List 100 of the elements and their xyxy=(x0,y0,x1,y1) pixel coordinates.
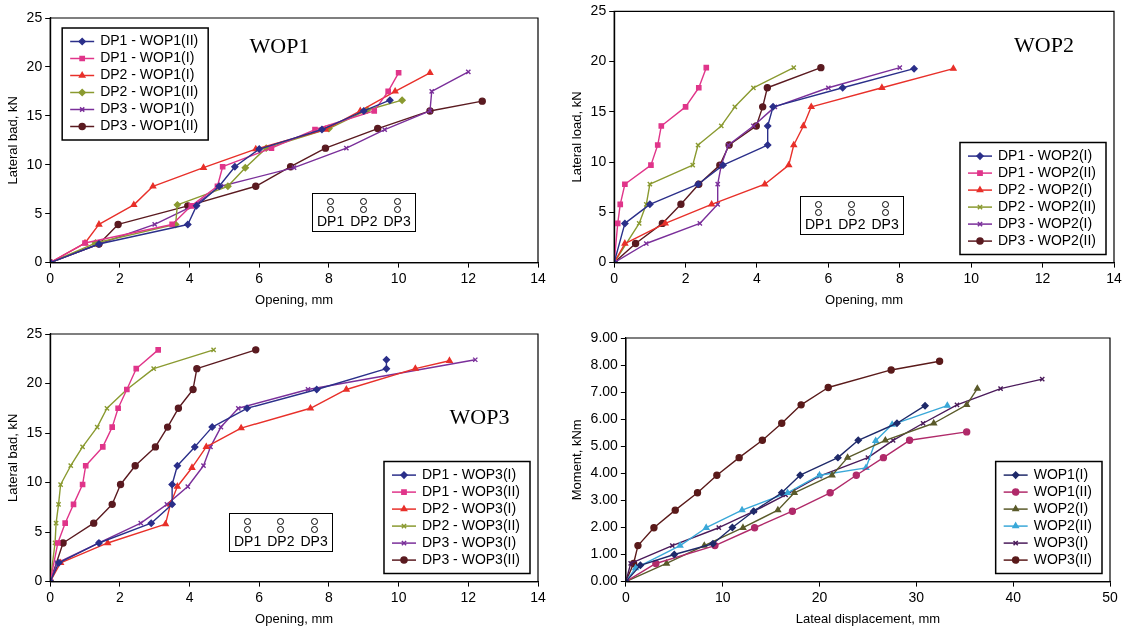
legend-label: WOP3(I) xyxy=(1033,533,1089,550)
legend-label: DP1 - WOP1(I) xyxy=(100,49,195,66)
x-tick-label: 2 xyxy=(115,588,124,605)
y-tick-label: 5 xyxy=(598,203,607,220)
legend-label: DP3 - WOP2(I) xyxy=(997,214,1093,231)
y-tick-label: 25 xyxy=(26,324,43,341)
annotation: DP3 xyxy=(871,216,899,232)
x-tick-label: 12 xyxy=(1034,269,1051,286)
y-tick-label: 0.00 xyxy=(590,572,619,589)
annotation: DP1 xyxy=(805,216,833,232)
legend-label: DP1 - WOP2(II) xyxy=(997,163,1097,180)
legend-label: DP1 - WOP2(I) xyxy=(997,146,1093,163)
y-tick-label: 25 xyxy=(590,2,607,19)
legend-label: DP2 - WOP3(I) xyxy=(421,499,517,516)
text: WOP3 xyxy=(449,403,510,429)
diagram-box: DP1 DP2 DP3 xyxy=(312,193,416,232)
legend-label: DP2 - WOP2(I) xyxy=(997,180,1093,197)
y-tick-label: 0 xyxy=(34,572,43,589)
y-tick-label: 15 xyxy=(26,106,43,123)
x-axis-title: Opening, mm xyxy=(255,610,334,626)
legend-label: DP1 - WOP1(II) xyxy=(100,32,199,49)
annotation: DP2 xyxy=(838,216,866,232)
text: WOP1 xyxy=(249,33,310,59)
y-tick-label: 5 xyxy=(34,204,43,221)
x-axis-title: Opening, mm xyxy=(825,291,904,307)
y-tick-label: 15 xyxy=(590,102,607,119)
diagram-box: DP1 DP2 DP3 xyxy=(229,513,333,552)
legend-label: DP2 - WOP1(II) xyxy=(100,83,199,100)
y-tick-label: 10 xyxy=(590,152,607,169)
y-axis-title: Lateral bad, kN xyxy=(5,96,21,185)
legend-label: WOP2(II) xyxy=(1033,516,1093,533)
legend-label: WOP1(I) xyxy=(1033,465,1089,482)
x-tick-label: 40 xyxy=(1005,588,1022,605)
x-tick-label: 20 xyxy=(811,588,828,605)
legend-label: DP2 - WOP3(II) xyxy=(421,516,521,533)
y-axis-title: Lateral bad, kN xyxy=(5,413,21,502)
legend-label: DP3 - WOP1(I) xyxy=(100,100,195,117)
x-tick-label: 14 xyxy=(1106,269,1122,286)
y-tick-label: 5.00 xyxy=(590,437,619,454)
legend-label: WOP3(II) xyxy=(1033,550,1093,567)
annotation: DP2 xyxy=(267,533,295,549)
x-tick-label: 14 xyxy=(530,588,546,605)
y-tick-label: 20 xyxy=(26,57,43,74)
y-tick-label: 8.00 xyxy=(590,355,619,372)
y-tick-label: 10 xyxy=(26,155,43,172)
x-tick-label: 30 xyxy=(908,588,925,605)
y-tick-label: 7.00 xyxy=(590,382,619,399)
y-tick-label: 9.00 xyxy=(590,328,619,345)
x-tick-label: 6 xyxy=(824,269,833,286)
y-tick-label: 2.00 xyxy=(590,518,619,535)
x-tick-label: 6 xyxy=(255,269,264,286)
x-tick-label: 10 xyxy=(390,588,407,605)
y-tick-label: 10 xyxy=(26,473,43,490)
y-tick-label: 15 xyxy=(26,423,43,440)
x-tick-label: 8 xyxy=(895,269,904,286)
y-tick-label: 20 xyxy=(590,52,607,69)
x-tick-label: 8 xyxy=(325,269,334,286)
x-tick-label: 10 xyxy=(963,269,980,286)
x-axis-title: Lateal displacement, mm xyxy=(795,610,941,626)
annotation: DP1 xyxy=(234,533,262,549)
legend-label: DP2 - WOP1(I) xyxy=(100,66,195,83)
y-tick-label: 5 xyxy=(34,522,43,539)
x-tick-label: 2 xyxy=(681,269,690,286)
legend-label: DP1 - WOP3(II) xyxy=(421,482,521,499)
x-tick-label: 50 xyxy=(1102,588,1118,605)
x-tick-label: 10 xyxy=(390,269,407,286)
x-tick-label: 4 xyxy=(753,269,762,286)
y-tick-label: 20 xyxy=(26,374,43,391)
x-tick-label: 12 xyxy=(460,269,477,286)
x-tick-label: 0 xyxy=(46,269,55,286)
y-tick-label: 1.00 xyxy=(590,545,619,562)
y-axis-title: Moment, kNm xyxy=(569,419,585,501)
diagram-box: DP1 DP2 DP3 xyxy=(800,196,904,235)
annotation: DP2 xyxy=(350,213,378,229)
y-axis-title: Lateral load, kN xyxy=(569,91,585,183)
legend-label: WOP1(II) xyxy=(1033,482,1093,499)
y-tick-label: 6.00 xyxy=(590,410,619,427)
annotation: DP3 xyxy=(383,213,411,229)
legend-label: DP3 - WOP2(II) xyxy=(997,231,1097,248)
y-tick-label: 0 xyxy=(34,253,43,270)
annotation: DP3 xyxy=(300,533,328,549)
x-tick-label: 8 xyxy=(325,588,334,605)
y-tick-label: 0 xyxy=(598,253,607,270)
text: WOP2 xyxy=(1014,32,1074,58)
legend-label: DP3 - WOP3(II) xyxy=(421,550,521,567)
x-tick-label: 10 xyxy=(714,588,731,605)
legend-label: DP3 - WOP3(I) xyxy=(421,533,517,550)
x-axis-title: Opening, mm xyxy=(255,291,334,307)
y-tick-label: 4.00 xyxy=(590,464,619,481)
x-tick-label: 4 xyxy=(185,269,194,286)
x-tick-label: 4 xyxy=(185,588,194,605)
legend-label: WOP2(I) xyxy=(1033,499,1089,516)
x-tick-label: 0 xyxy=(46,588,55,605)
legend-label: DP3 - WOP1(II) xyxy=(100,117,199,134)
y-tick-label: 25 xyxy=(26,8,43,25)
x-tick-label: 2 xyxy=(115,269,124,286)
legend-label: DP1 - WOP3(I) xyxy=(421,465,517,482)
annotation: DP1 xyxy=(317,213,345,229)
x-tick-label: 6 xyxy=(255,588,264,605)
x-tick-label: 0 xyxy=(621,588,630,605)
